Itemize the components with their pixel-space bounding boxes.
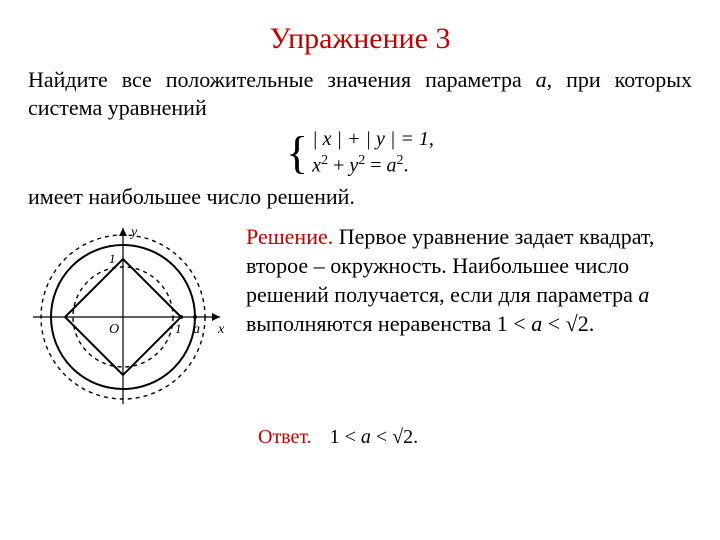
problem-text-1: Найдите все положительные значения парам… bbox=[28, 67, 536, 92]
solution-body-2: выполняются неравенства bbox=[246, 311, 497, 336]
eq2-eq: = bbox=[365, 155, 386, 177]
diagram: xyO11a bbox=[28, 222, 228, 412]
solution-label: Решение. bbox=[246, 224, 333, 249]
eq2-plus: + bbox=[328, 155, 349, 177]
title-text: Упражнение 3 bbox=[270, 22, 451, 55]
equation-list: | x | + | y | = 1, x2 + y2 = a2. bbox=[312, 128, 434, 178]
solution-param: a bbox=[638, 282, 649, 307]
solution-row: xyO11a Решение. Первое уравнение задает … bbox=[28, 222, 692, 412]
svg-text:y: y bbox=[129, 225, 138, 240]
equation-2: x2 + y2 = a2. bbox=[312, 153, 434, 178]
svg-text:O: O bbox=[109, 322, 119, 337]
eq2-x: x bbox=[312, 155, 321, 177]
problem-statement-2: имеет наибольшее число решений. bbox=[28, 184, 692, 210]
svg-text:1: 1 bbox=[175, 321, 182, 336]
eq2-y: y bbox=[349, 155, 358, 177]
diagram-svg: xyO11a bbox=[28, 222, 228, 412]
equation-1: | x | + | y | = 1, bbox=[312, 128, 434, 151]
system-of-equations: { | x | + | y | = 1, x2 + y2 = a2. bbox=[28, 128, 692, 178]
solution-text: Решение. Первое уравнение задает квадрат… bbox=[246, 222, 692, 338]
param-a: a bbox=[536, 67, 547, 92]
answer-row: Ответ. 1 < a < √2. bbox=[28, 426, 692, 449]
problem-statement-1: Найдите все положительные значения парам… bbox=[28, 66, 692, 122]
answer-label: Ответ. bbox=[258, 426, 312, 449]
eq2-a: a bbox=[387, 155, 397, 177]
answer-value: 1 < a < √2. bbox=[330, 426, 419, 449]
system-inner: { | x | + | y | = 1, x2 + y2 = a2. bbox=[286, 128, 434, 178]
solution-ineq: 1 < a < √2. bbox=[497, 311, 594, 336]
svg-text:1: 1 bbox=[109, 251, 116, 266]
slide: Упражнение 3 Найдите все положительные з… bbox=[0, 0, 720, 540]
brace-icon: { bbox=[286, 130, 308, 176]
exercise-title: Упражнение 3 bbox=[28, 22, 692, 56]
eq2-dot: . bbox=[404, 155, 409, 177]
svg-text:x: x bbox=[217, 322, 225, 337]
svg-text:a: a bbox=[193, 322, 200, 337]
